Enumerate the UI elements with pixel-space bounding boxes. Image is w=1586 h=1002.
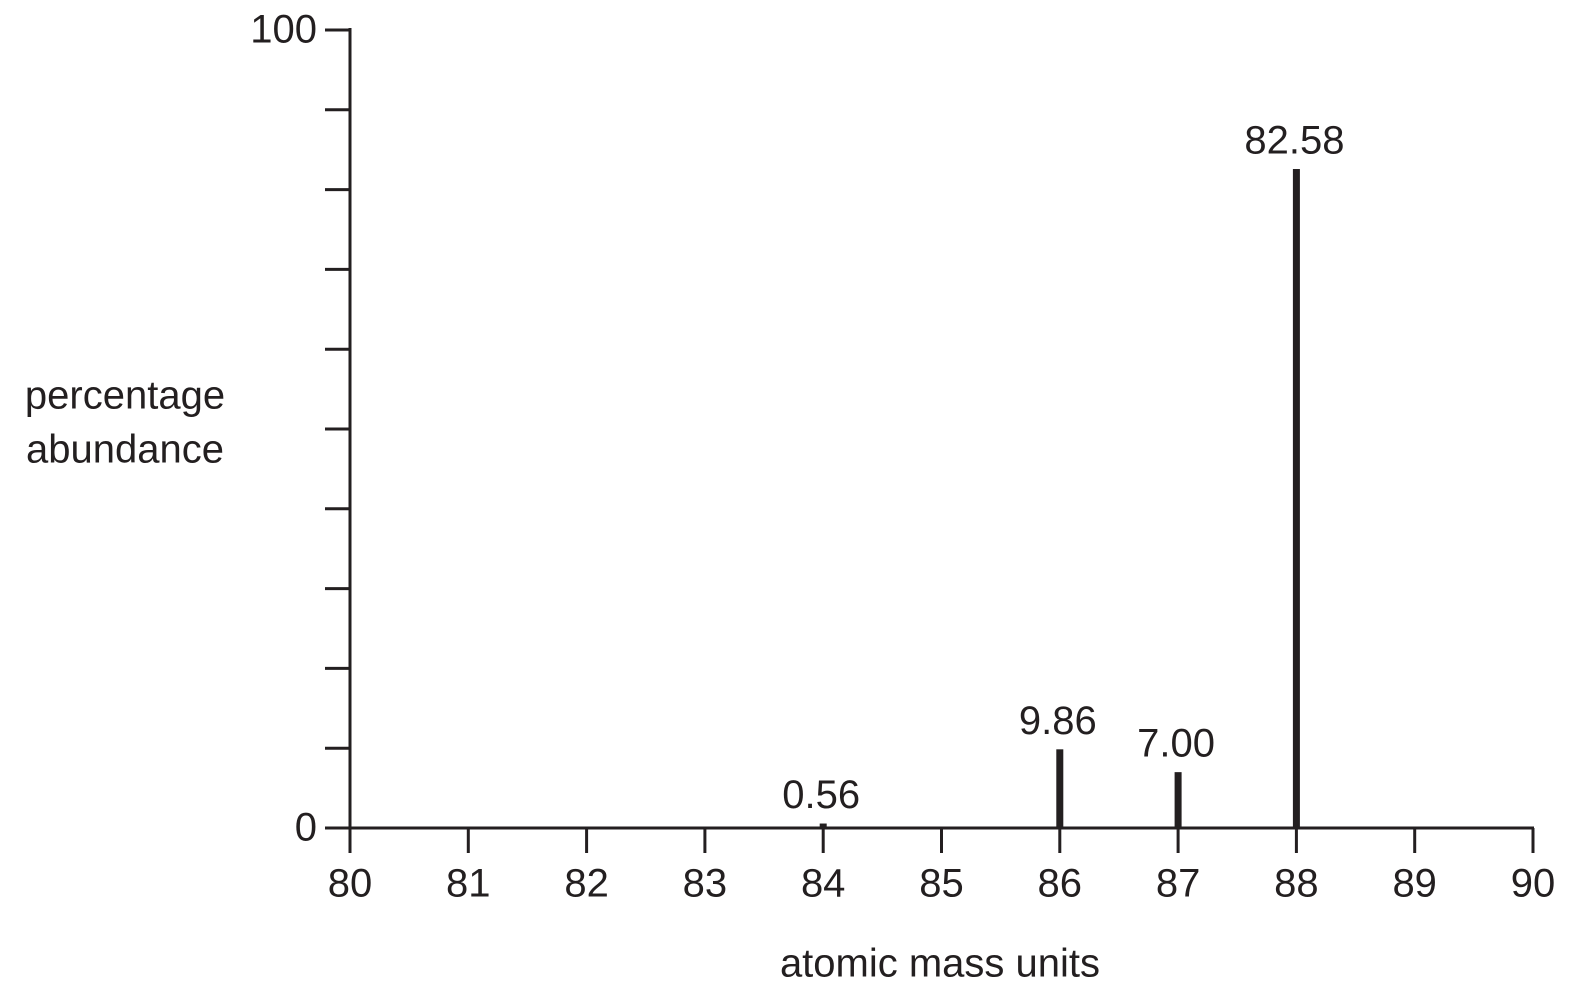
value-label: 0.56 bbox=[782, 773, 860, 817]
x-tick-label: 82 bbox=[564, 862, 609, 906]
x-tick-label: 81 bbox=[446, 862, 491, 906]
stem bbox=[1174, 772, 1182, 828]
x-tick-label: 89 bbox=[1392, 862, 1437, 906]
y-tick-label: 0 bbox=[295, 806, 317, 850]
x-tick-label: 84 bbox=[801, 862, 846, 906]
x-tick-label: 90 bbox=[1511, 862, 1556, 906]
x-tick-label: 87 bbox=[1156, 862, 1201, 906]
stem bbox=[1056, 749, 1064, 828]
x-axis-label: atomic mass units bbox=[780, 942, 1100, 986]
y-axis-label: percentage bbox=[25, 374, 225, 418]
value-label: 9.86 bbox=[1019, 699, 1097, 743]
stem bbox=[1292, 169, 1300, 828]
x-tick-label: 80 bbox=[328, 862, 373, 906]
x-tick-label: 88 bbox=[1274, 862, 1319, 906]
x-tick-label: 83 bbox=[683, 862, 728, 906]
y-axis-label: abundance bbox=[26, 428, 224, 472]
stem bbox=[819, 823, 827, 828]
x-tick-label: 86 bbox=[1038, 862, 1083, 906]
x-tick-label: 85 bbox=[919, 862, 964, 906]
y-tick-label: 100 bbox=[250, 8, 317, 52]
value-label: 7.00 bbox=[1137, 722, 1215, 766]
value-label: 82.58 bbox=[1244, 119, 1344, 163]
